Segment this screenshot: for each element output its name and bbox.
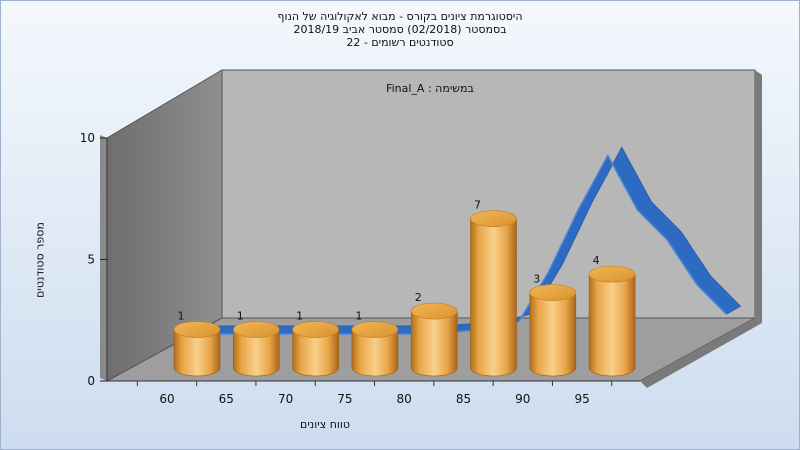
bar-body [529,292,577,377]
x-tick-label: 70 [278,392,293,406]
trend-line-segment [636,209,668,241]
bar-value-label: 3 [533,273,540,286]
bar-body [470,218,517,377]
x-tick-label: 90 [515,392,530,406]
back-wall-edge [755,70,762,323]
bar-body [173,329,221,377]
bar-top [410,302,458,320]
title-line-3: סטודנטים רשומים - 22 [346,36,454,49]
bar-value-label: 1 [355,310,362,323]
bar-top [529,284,577,301]
title-line-1: היסטוגרמת ציונים בקורס - מבוא לאקולוגיה … [277,10,523,23]
side-wall-edge [100,135,107,381]
bar-value-label: 7 [474,199,481,212]
bar-value-label: 4 [593,254,600,267]
x-axis-label: טווח ציונים [300,418,351,431]
y-axis-label: מספר סטודנטים [33,222,47,298]
bar-value-label: 2 [415,291,422,304]
trend-line-segment [666,239,698,285]
trend-line-segment [577,155,609,211]
bar-top [292,321,339,338]
x-tick-label: 85 [456,392,471,406]
bar-body [410,310,458,377]
y-tick-label: 5 [87,253,95,267]
bar-body [588,273,636,377]
trend-line-segment [547,209,579,273]
bar-body [233,329,280,377]
x-tick-label: 80 [397,392,412,406]
bar-value-label: 1 [178,310,185,323]
bar-value-label: 1 [296,310,303,323]
y-tick-label: 10 [80,131,95,145]
bar-value-label: 1 [237,310,244,323]
bar-body [292,329,339,377]
bar-top [351,321,399,338]
title-line-2: בסמסטר (02/2018) סמסטר אביב 2018/19 [293,23,507,36]
trend-line-segment [696,283,727,315]
floor-edge [640,318,762,388]
y-tick-label: 0 [87,374,95,388]
bar-top [232,321,280,338]
x-tick-label: 95 [574,392,589,406]
bar-top [173,321,221,338]
x-tick-label: 60 [159,392,174,406]
bar-top [470,210,517,228]
x-tick-label: 65 [219,392,234,406]
x-tick-label: 75 [337,392,352,406]
task-annotation: Final_A : במשימה [386,82,474,95]
trend-line-segment [607,155,639,211]
bar-top [588,265,636,283]
bar-body [351,329,399,377]
chart-title: היסטוגרמת ציונים בקורס - מבוא לאקולוגיה … [0,10,800,49]
